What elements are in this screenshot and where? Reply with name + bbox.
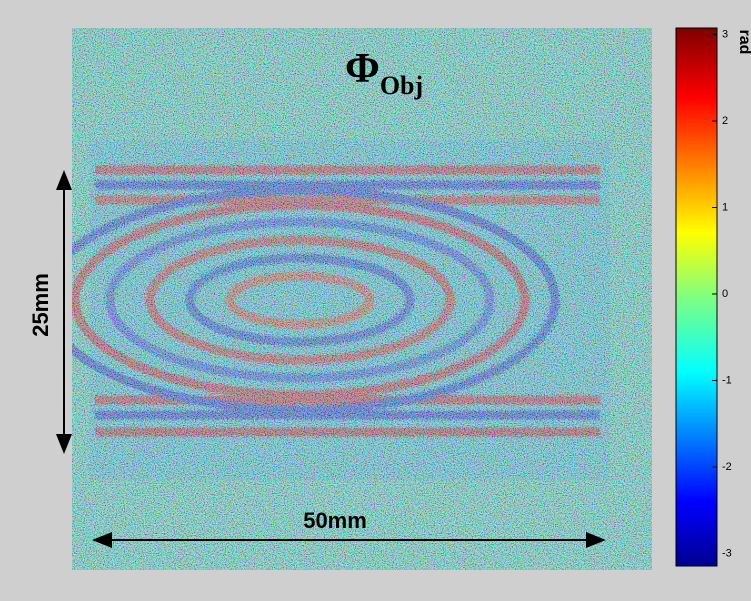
colorbar-tick-label: -1	[722, 374, 732, 386]
vertical-scale-label: 25mm	[28, 273, 53, 337]
title: ΦObj	[345, 46, 423, 100]
title-symbol: Φ	[345, 46, 380, 92]
colorbar	[675, 27, 718, 567]
colorbar-tick-label: 0	[722, 288, 728, 300]
colorbar-tick-label: -2	[722, 461, 732, 473]
colorbar-tick-label: 2	[722, 115, 728, 127]
colorbar-tick-label: 3	[722, 28, 728, 40]
title-subscript: Obj	[380, 71, 423, 100]
colorbar-tick-label: 1	[722, 201, 728, 213]
horizontal-scale-label: 50mm	[303, 508, 367, 533]
phase-image	[72, 28, 652, 570]
colorbar-unit: rad	[736, 30, 751, 55]
colorbar-ticks: 3 2 1 0 -1 -2 -3	[712, 28, 732, 559]
colorbar-tick-label: -3	[722, 547, 732, 559]
